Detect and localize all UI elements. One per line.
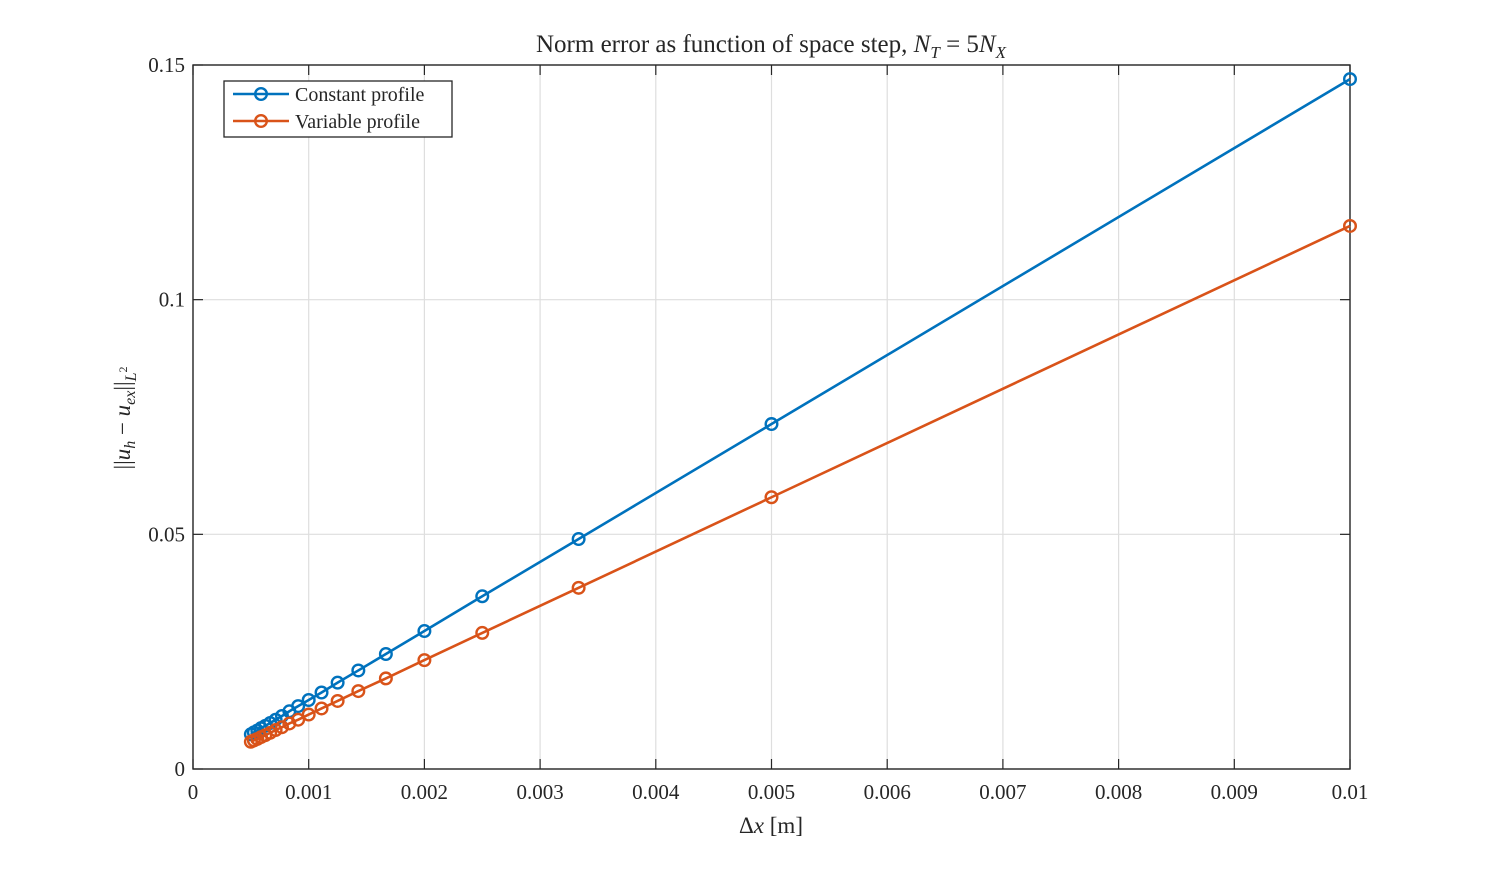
legend-label-variable-profile: Variable profile	[295, 111, 420, 133]
data-point-constant-profile	[475, 589, 490, 604]
data-point-constant-profile	[301, 693, 316, 708]
y-tick-label: 0	[175, 757, 186, 781]
data-point-constant-profile	[417, 624, 432, 639]
y-tick-label: 0.1	[159, 288, 185, 312]
data-point-variable-profile	[330, 693, 345, 708]
data-point-variable-profile	[571, 580, 586, 595]
y-tick-label: 0.15	[148, 53, 185, 77]
legend-label-constant-profile: Constant profile	[295, 84, 425, 106]
data-point-variable-profile	[475, 625, 490, 640]
x-axis-label: Δx [m]	[739, 813, 803, 838]
data-point-constant-profile	[314, 685, 329, 700]
data-point-constant-profile	[571, 532, 586, 547]
data-point-variable-profile	[314, 701, 329, 716]
x-tick-label: 0.01	[1332, 780, 1369, 804]
legend-marker-constant-profile	[253, 86, 268, 101]
legend-entry-variable-profile: Variable profile	[233, 111, 420, 133]
data-point-constant-profile	[1342, 72, 1357, 87]
x-tick-label: 0.007	[979, 780, 1026, 804]
series-constant-profile	[243, 72, 1357, 742]
data-point-constant-profile	[378, 647, 393, 662]
x-tick-label: 0	[188, 780, 199, 804]
legend-entry-constant-profile: Constant profile	[233, 84, 425, 106]
x-tick-label: 0.006	[864, 780, 911, 804]
data-point-variable-profile	[282, 716, 297, 731]
y-axis-label: ||uh − uex||L2	[110, 366, 140, 469]
y-tick-label: 0.05	[148, 522, 185, 546]
x-tick-label: 0.008	[1095, 780, 1142, 804]
data-point-variable-profile	[1342, 218, 1357, 233]
x-tick-label: 0.002	[401, 780, 448, 804]
data-point-constant-profile	[330, 675, 345, 690]
data-point-variable-profile	[243, 734, 258, 749]
x-tick-label: 0.005	[748, 780, 795, 804]
series-variable-profile	[243, 218, 1357, 749]
x-tick-label: 0.009	[1211, 780, 1258, 804]
chart-title: Norm error as function of space step, NT…	[536, 31, 1007, 62]
data-point-variable-profile	[417, 653, 432, 668]
legend: Constant profile Variable profile	[223, 80, 453, 138]
ticks: 0 0.001 0.002 0.003 0.004 0.005 0.006 0.007 0.00…	[148, 53, 1368, 804]
data-point-variable-profile	[301, 707, 316, 722]
data-point-variable-profile	[764, 490, 779, 505]
data-point-variable-profile	[274, 720, 289, 735]
x-tick-label: 0.001	[285, 780, 332, 804]
data-point-variable-profile	[351, 684, 366, 699]
x-tick-label: 0.004	[632, 780, 680, 804]
data-point-constant-profile	[764, 417, 779, 432]
series	[243, 72, 1357, 749]
data-point-constant-profile	[351, 663, 366, 678]
legend-marker-variable-profile	[253, 113, 268, 128]
data-point-variable-profile	[378, 671, 393, 686]
x-tick-label: 0.003	[516, 780, 563, 804]
